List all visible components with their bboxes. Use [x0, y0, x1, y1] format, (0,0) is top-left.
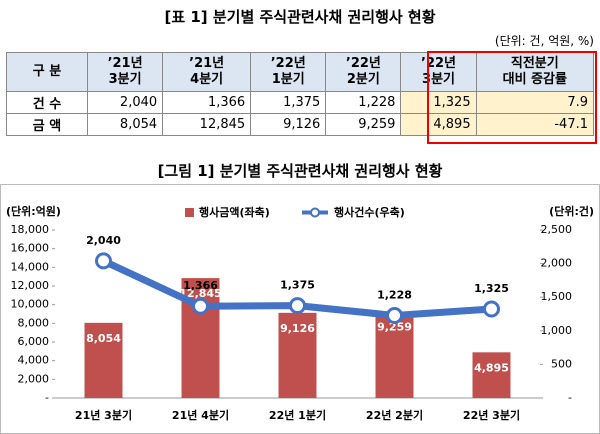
- legend-label: 행사금액(좌축): [199, 205, 270, 219]
- point-label: 1,375: [280, 279, 315, 292]
- header-text: 1분기: [271, 72, 305, 87]
- y-tick-label: 8,000: [18, 316, 50, 329]
- table-unit: (단위: 건, 억원, %): [494, 34, 594, 48]
- table-row: 건 수 2,040 1,366 1,375 1,228 1,325 7.9: [6, 91, 595, 114]
- bar-label: 9,126: [280, 322, 315, 335]
- header-text: 3분기: [422, 72, 455, 87]
- y2-tick-label: 1,500: [541, 290, 573, 303]
- legend-label: 행사건수(우축): [334, 205, 405, 219]
- chart-title: [그림 1] 분기별 주식관련사채 권리행사 현황: [157, 162, 443, 180]
- header-text: ’22년: [345, 56, 381, 71]
- bar-label: 12,845: [179, 287, 221, 300]
- table-row: 금 액 8,054 12,845 9,126 9,259 4,895 -47.1: [6, 113, 595, 136]
- cell: 1,228: [325, 91, 402, 114]
- line-marker: [483, 300, 500, 318]
- cell: 1,375: [250, 91, 327, 114]
- table-title: [표 1] 분기별 주식관련사채 권리행사 현황: [164, 8, 436, 26]
- cell: 4,895: [400, 113, 477, 136]
- y-tick-label: 12,000: [11, 279, 50, 292]
- bar-label: 4,895: [474, 361, 509, 374]
- header-cell: ’22년 3분기: [400, 52, 477, 92]
- y2-tick-label: 500: [551, 357, 572, 370]
- header-text: ’22년: [421, 56, 457, 71]
- y-tick-label: -: [45, 391, 49, 404]
- y-tick-label: 14,000: [11, 260, 50, 273]
- header-text: 3분기: [108, 72, 142, 87]
- point-label: 1,366: [183, 279, 218, 292]
- cell: 1,366: [162, 91, 252, 114]
- header-cell: ’21년 3분기: [86, 52, 164, 92]
- cell: 1,325: [400, 91, 477, 114]
- header-text: 대비 증감률: [502, 72, 567, 87]
- header-text: 직전분기: [510, 56, 559, 71]
- legend-swatch: [310, 207, 320, 218]
- header-text: 구 분: [32, 64, 62, 79]
- point-label: 2,040: [86, 234, 121, 247]
- y-tick-label: 10,000: [11, 298, 50, 311]
- y2-tick-label: 1,000: [541, 324, 573, 337]
- cell: 9,259: [325, 113, 402, 136]
- cell: 2,040: [86, 91, 164, 114]
- x-tick-label: 22년 1분기: [269, 408, 326, 422]
- bar: [375, 311, 414, 398]
- x-tick-label: 22년 2분기: [366, 408, 423, 422]
- point-label: 1,228: [377, 288, 412, 301]
- cell: 9,126: [250, 113, 327, 136]
- header-text: 4분기: [190, 72, 224, 87]
- bar-label: 8,054: [86, 332, 121, 345]
- line-marker: [192, 297, 209, 315]
- header-text: ’22년: [270, 56, 306, 71]
- y2-tick-label: 2,500: [541, 223, 573, 236]
- x-tick-label: 21년 4분기: [172, 408, 229, 422]
- line-marker: [289, 297, 306, 315]
- cell: 7.9: [475, 91, 595, 114]
- y-tick-label: 16,000: [11, 242, 50, 255]
- y-tick-label: 6,000: [18, 335, 50, 348]
- header-text: 2분기: [346, 72, 380, 87]
- cell: 8,054: [86, 113, 164, 136]
- y2-axis-label: (단위:건): [549, 204, 594, 218]
- bar: [278, 312, 317, 398]
- highlight-box: [427, 51, 597, 144]
- y-tick-label: 18,000: [11, 223, 50, 236]
- x-tick-label: 22년 3분기: [463, 408, 520, 422]
- bar: [84, 322, 123, 398]
- table: 구 분 ’21년 3분기 ’21년 4분기 ’22년 1분기 ’22년 2분기 ’22년 3분기 직전…: [6, 52, 595, 136]
- y-tick-label: 2,000: [18, 372, 50, 385]
- header-cell: ’22년 1분기: [250, 52, 327, 92]
- header-text: ’21년: [189, 56, 225, 71]
- point-label: 1,325: [474, 282, 509, 295]
- line-marker: [386, 306, 403, 324]
- header-text: ’21년: [107, 56, 143, 71]
- x-tick-label: 21년 3분기: [75, 408, 132, 422]
- line-marker: [95, 252, 112, 270]
- y2-tick-label: 2,000: [541, 257, 573, 270]
- cell: -47.1: [475, 113, 595, 136]
- row-label: 금 액: [6, 113, 88, 136]
- bar-label: 9,259: [377, 321, 412, 334]
- header-cell: 직전분기 대비 증감률: [475, 52, 595, 92]
- chart: (단위:억원) (단위:건) - 2,000 4,000 6,000 8,000 10,0…: [0, 184, 600, 434]
- row-label: 건 수: [6, 91, 88, 114]
- bar: [472, 352, 511, 398]
- cell: 12,845: [162, 113, 252, 136]
- legend-swatch: [185, 208, 194, 217]
- y2-tick-label: -: [568, 391, 572, 404]
- y-axis-label: (단위:억원): [6, 204, 61, 218]
- header-row: 구 분 ’21년 3분기 ’21년 4분기 ’22년 1분기 ’22년 2분기 ’22년 3분기 직전…: [6, 52, 595, 92]
- header-cell: ’22년 2분기: [325, 52, 402, 92]
- y-tick-label: 4,000: [18, 354, 50, 367]
- header-cell: 구 분: [6, 52, 88, 92]
- header-cell: ’21년 4분기: [162, 52, 252, 92]
